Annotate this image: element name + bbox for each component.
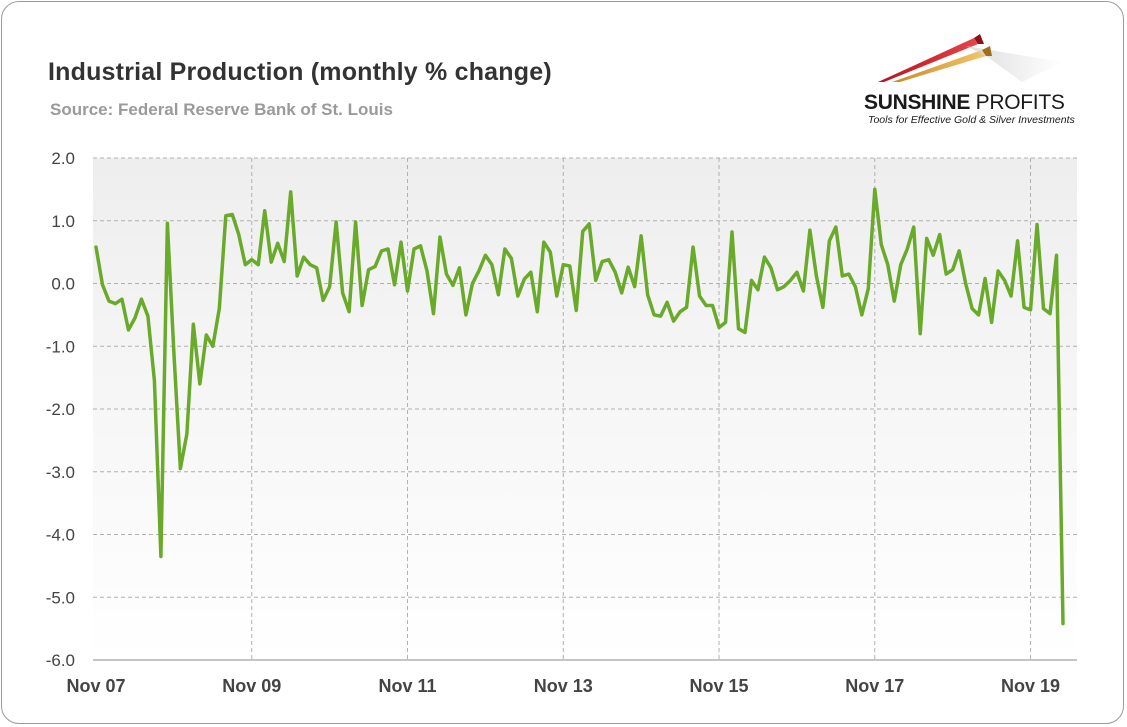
y-tick-label: -6.0	[46, 651, 75, 670]
y-tick-label: 1.0	[51, 212, 75, 231]
chart-subtitle: Source: Federal Reserve Bank of St. Loui…	[50, 100, 393, 119]
x-tick-label: Nov 15	[690, 676, 749, 696]
x-tick-label: Nov 13	[534, 676, 593, 696]
y-tick-label: -4.0	[46, 526, 75, 545]
x-tick-label: Nov 09	[222, 676, 281, 696]
y-tick-label: -5.0	[46, 588, 75, 607]
y-tick-label: -1.0	[46, 337, 75, 356]
y-tick-label: -2.0	[46, 400, 75, 419]
series-line	[94, 187, 1065, 626]
x-tick-label: Nov 17	[845, 676, 904, 696]
x-tick-label: Nov 11	[378, 676, 436, 696]
y-tick-label: 0.0	[51, 275, 75, 294]
x-tick-label: Nov 07	[66, 676, 125, 696]
chart-title: Industrial Production (monthly % change)	[48, 58, 552, 86]
x-tick-label: Nov 19	[1001, 676, 1060, 696]
y-tick-label: 2.0	[51, 149, 75, 168]
sunshine-profits-logo-icon	[878, 34, 1062, 82]
y-tick-label: -3.0	[46, 463, 75, 482]
logo-name: SUNSHINE PROFITS	[864, 91, 1065, 114]
logo-tagline: Tools for Effective Gold & Silver Invest…	[868, 114, 1075, 126]
